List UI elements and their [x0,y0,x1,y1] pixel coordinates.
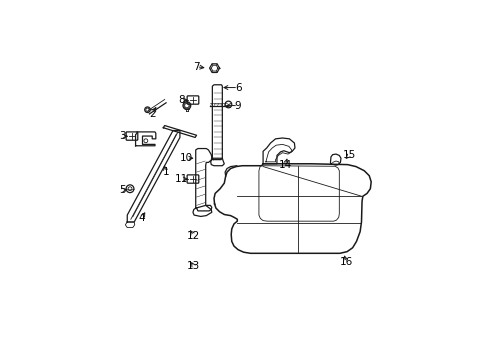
Text: 5: 5 [119,185,125,195]
Text: 16: 16 [339,257,352,267]
Text: 3: 3 [119,131,125,141]
Text: 14: 14 [278,160,291,170]
Text: 9: 9 [234,100,241,111]
Text: 15: 15 [342,150,355,161]
Text: 7: 7 [193,62,200,72]
Text: 10: 10 [180,153,193,163]
Text: 8: 8 [178,95,184,105]
Text: 4: 4 [139,213,145,223]
Text: 11: 11 [174,174,187,184]
Text: 1: 1 [163,167,169,177]
Text: 13: 13 [187,261,200,271]
Text: 2: 2 [148,109,155,119]
Text: 12: 12 [187,231,200,241]
Text: 6: 6 [234,82,241,93]
